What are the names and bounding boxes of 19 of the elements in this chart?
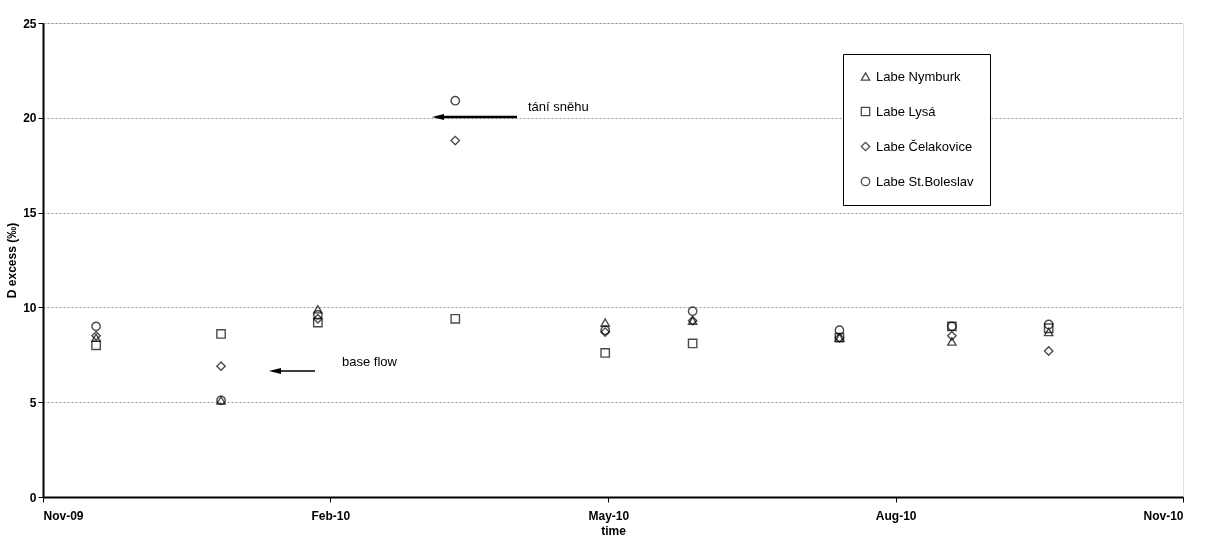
y-tick-label: 5 xyxy=(29,395,37,410)
legend-label: Labe Lysá xyxy=(876,103,937,119)
x-tick-label: Nov-09 xyxy=(43,508,84,523)
legend-label: Labe Čelakovice xyxy=(876,138,973,154)
annotation: tání sněhu xyxy=(528,99,589,114)
x-tick-label: May-10 xyxy=(588,508,630,523)
x-axis-title: time xyxy=(601,523,627,538)
y-tick-label: 15 xyxy=(23,206,37,221)
legend-label: Labe St.Boleslav xyxy=(876,173,975,189)
y-tick-label: 20 xyxy=(23,111,37,126)
x-tick-label: Nov-10 xyxy=(1143,508,1184,523)
y-axis-title: D excess (‰) xyxy=(5,222,20,299)
annotation: base flow xyxy=(342,354,398,369)
y-tick-label: 25 xyxy=(23,16,37,31)
x-tick-label: Feb-10 xyxy=(311,508,351,523)
x-tick-label: Aug-10 xyxy=(875,508,917,523)
y-tick-label: 0 xyxy=(29,490,37,505)
legend-label: Labe Nymburk xyxy=(876,68,962,84)
y-tick-label: 10 xyxy=(23,300,37,315)
